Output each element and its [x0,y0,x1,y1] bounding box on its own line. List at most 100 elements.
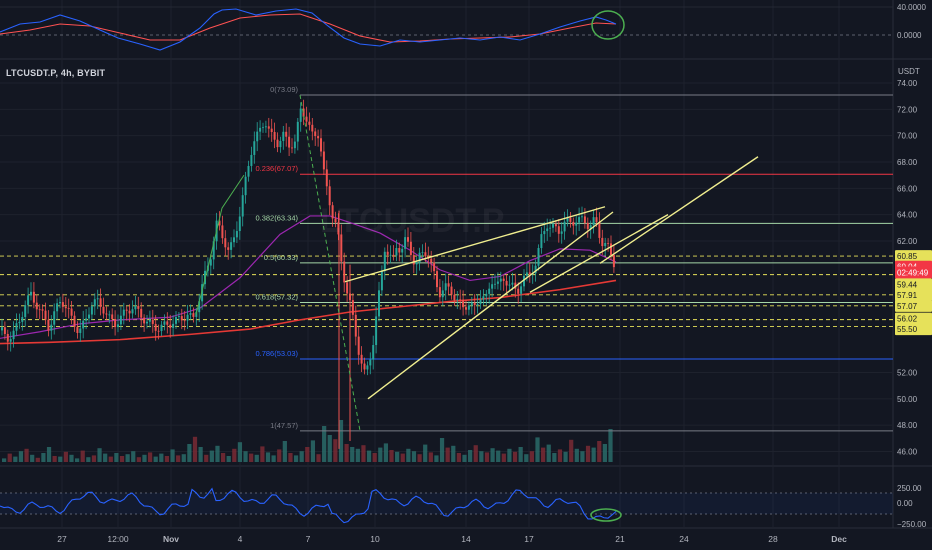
volume-bar [439,438,445,462]
cci-band-fill [0,493,893,514]
candle-body [525,272,528,276]
candle-body [363,363,366,370]
candle-body [404,237,407,249]
candle-body [175,317,177,324]
candle-body [32,291,35,303]
candle-body [169,324,172,328]
fib-level-label: 0.5(60.33) [264,253,299,262]
volume-bar [192,436,198,462]
moving-average-line [0,279,617,345]
volume-bar [591,447,596,462]
volume-bar [271,455,276,462]
candle-body [557,226,560,234]
candle-body [346,282,349,294]
volume-bar [310,440,316,462]
candle-body [549,227,552,229]
candle-body [456,299,459,301]
candle-body [546,228,549,232]
candle-body [108,314,111,316]
volume-bar [338,420,344,462]
volume-bar [80,450,85,462]
bottom-axis-tick: 0.00 [897,499,913,508]
candle-body [273,132,276,140]
annotation-circle-bottom [590,508,622,522]
volume-bar [569,439,574,462]
volume-bar [563,451,568,462]
candle-body [90,306,93,315]
candle-body [44,310,47,320]
candle-body [233,237,235,243]
candle-body [177,316,180,318]
price-label-badge [895,323,932,336]
volume-bar [114,453,119,462]
volume-bar [288,453,293,462]
candle-body [322,151,325,170]
candle-body [528,272,531,274]
candle-body [148,319,151,322]
candle-body [560,231,563,234]
candle-body [96,298,99,300]
volume-bar [366,450,372,462]
candle-body [241,195,244,217]
fib-level-label: 1(47.57) [270,421,298,430]
volume-bar [74,458,80,462]
volume-bar [389,450,394,462]
volume-bar [501,453,506,462]
candle-body [267,126,270,129]
candle-body [491,284,494,289]
volume-bar [164,456,170,462]
candle-body [24,305,27,317]
volume-bar [254,454,259,462]
volume-bar [602,444,607,462]
volume-bar [512,451,518,462]
volume-bar [496,450,501,462]
candle-body [575,222,578,226]
moving-average-line [0,215,617,339]
candle-body [479,299,482,304]
candle-body [453,294,456,301]
candle-body [601,237,604,247]
candle-body [285,131,288,137]
candle-body [351,300,354,315]
candle-body [401,248,404,253]
volume-bar [529,451,534,462]
volume-bar [103,453,108,462]
volume-bar [58,456,63,462]
candle-body [447,283,450,287]
wedge-trendline [599,156,759,264]
volume-bar [479,451,484,462]
candle-body [366,365,369,370]
volume-bar [2,458,7,462]
price-axis-tick: 68.00 [897,158,918,167]
volume-bar [220,453,226,462]
price-label-text: 60.85 [897,252,918,261]
candle-body [192,313,195,317]
candle-body [488,288,491,294]
candle-body [218,220,221,226]
candle-body [128,310,131,314]
candle-body [314,131,317,137]
time-axis-label: 17 [524,534,534,544]
volume-bar [406,448,411,462]
volume-bar [187,444,192,462]
volume-bar [456,453,462,462]
candle-body [494,283,496,285]
volume-bar [580,451,585,462]
candle-body [395,248,398,256]
candle-body [105,313,108,315]
candle-body [581,216,583,218]
volume-bar [147,452,153,462]
candle-body [3,327,6,334]
volume-bar [518,447,523,462]
volume-bar [198,447,203,462]
price-axis-tick: 74.00 [897,79,918,88]
volume-bar [119,456,125,462]
candle-body [166,321,169,325]
candle-body [357,336,360,355]
candle-body [227,247,230,250]
volume-bar [125,454,130,462]
candle-body [163,321,166,325]
candle-body [140,308,143,318]
candle-body [134,305,137,310]
